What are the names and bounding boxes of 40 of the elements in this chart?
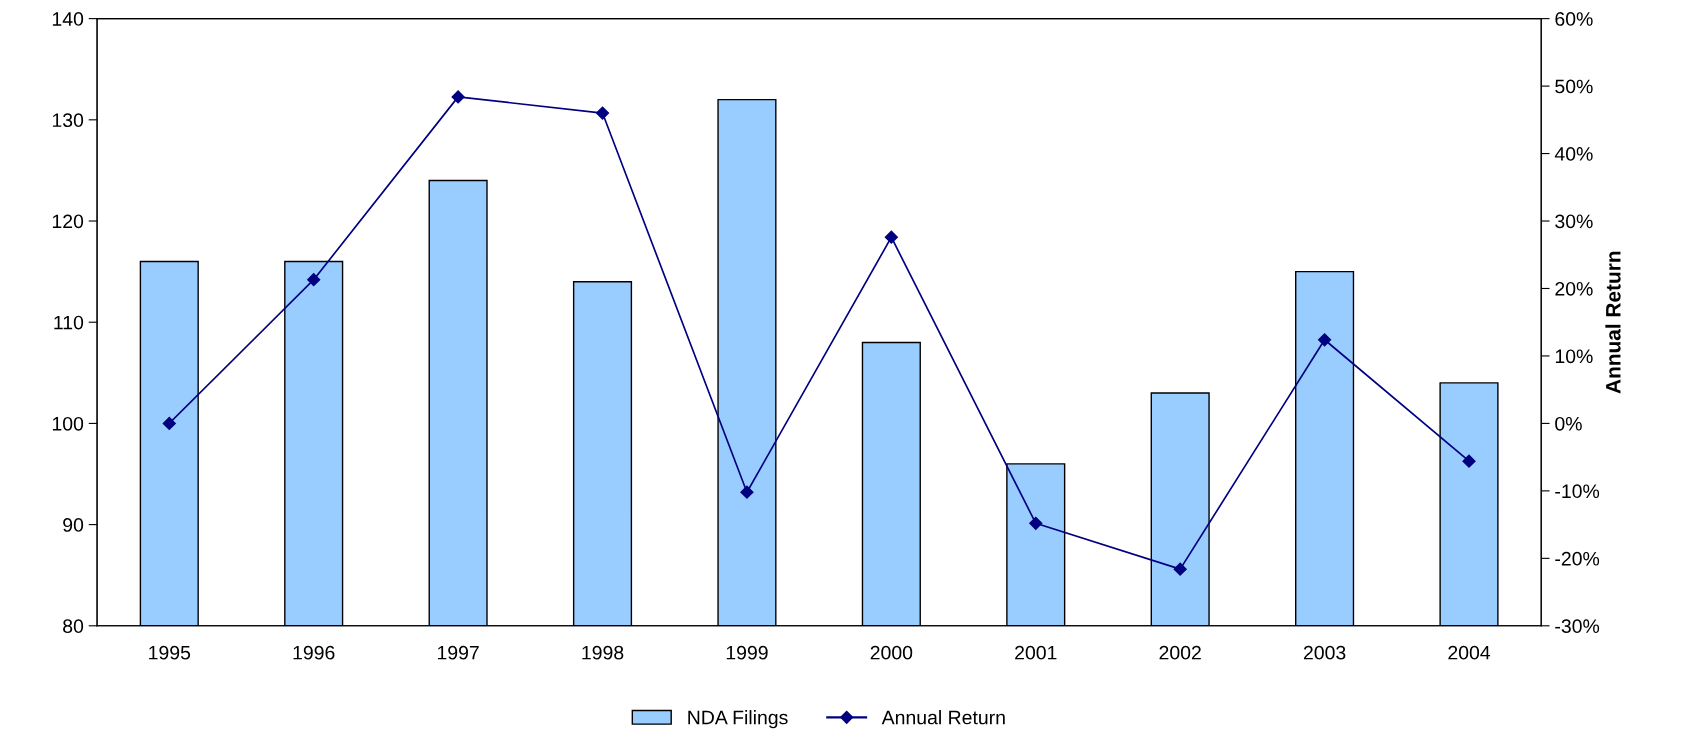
point	[307, 273, 321, 287]
legend-label: Annual Return	[881, 710, 1005, 725]
x-tick-label: 1997	[437, 645, 479, 660]
y-tick-label: 110	[54, 315, 84, 330]
point	[595, 106, 610, 120]
y-tick-label: 130	[52, 113, 84, 128]
x-tick-label: 1995	[149, 645, 191, 660]
x-tick-label: 2004	[1448, 645, 1491, 660]
y2-tick-label: 40%	[1554, 147, 1593, 161]
y2-axis-title: Annual Return	[1605, 251, 1621, 394]
x-tick-label: 1998	[582, 645, 624, 660]
point	[1318, 333, 1332, 347]
y2-tick-label: 10%	[1555, 349, 1593, 364]
x-tick-label: 2001	[1015, 645, 1057, 660]
y-tick-label: 140	[52, 12, 84, 26]
x-tick-label: 2000	[870, 645, 913, 660]
point	[740, 485, 754, 499]
y2-tick-label: 60%	[1555, 12, 1593, 26]
y2-tick-label: 50%	[1555, 79, 1593, 94]
x-tick-label: 2002	[1159, 645, 1201, 660]
legend-label: NDA Filings	[688, 710, 788, 729]
y2-tick-label: 20%	[1555, 281, 1593, 296]
x-tick-label: 2003	[1303, 645, 1346, 660]
y-tick-label: 90	[63, 518, 84, 532]
y2-tick-label: -20%	[1555, 551, 1600, 566]
y-tick-label: 120	[52, 214, 84, 229]
point	[162, 416, 176, 430]
y-tick-label: 100	[52, 416, 84, 431]
x-tick-label: 1996	[293, 645, 335, 660]
point	[884, 230, 898, 244]
y2-tick-label: 30%	[1555, 214, 1593, 229]
y-tick-label: 80	[63, 619, 84, 634]
y2-tick-label: 0%	[1555, 416, 1582, 431]
y2-tick-label: -10%	[1555, 484, 1600, 499]
point	[1029, 516, 1043, 530]
point	[451, 90, 465, 104]
x-tick-label: 1999	[726, 645, 768, 660]
y2-tick-label: -30%	[1555, 619, 1600, 634]
point	[1173, 562, 1187, 576]
point	[1462, 454, 1476, 468]
